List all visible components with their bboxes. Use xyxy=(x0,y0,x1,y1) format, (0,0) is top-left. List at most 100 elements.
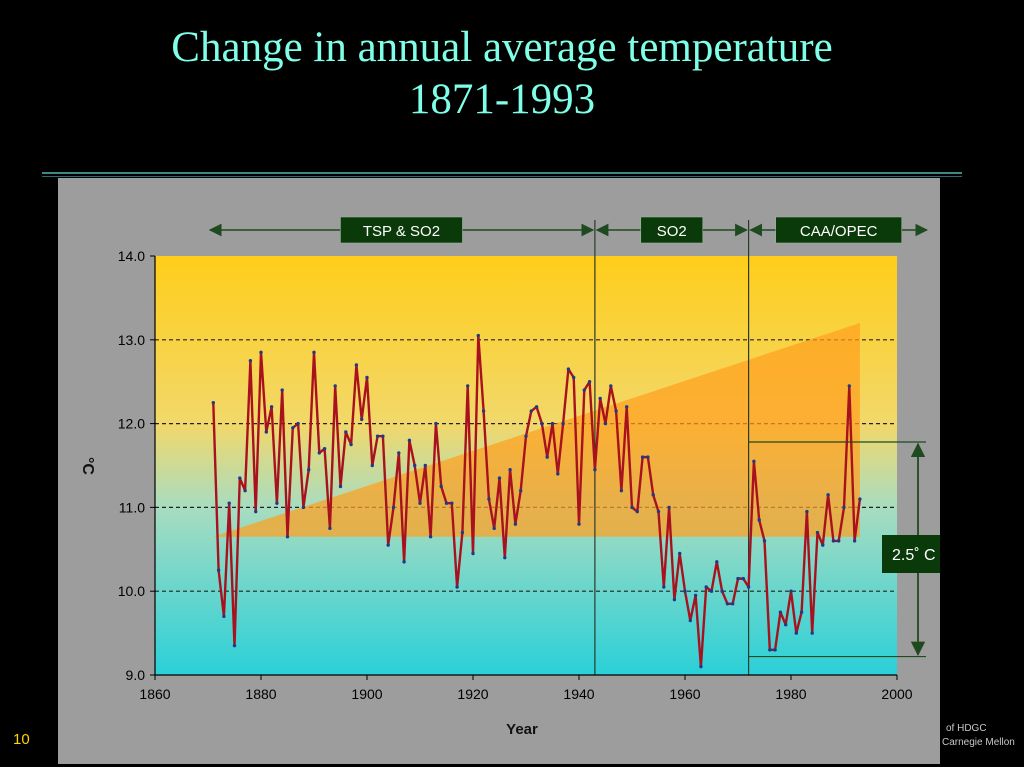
data-point xyxy=(572,375,576,380)
data-point xyxy=(731,602,735,606)
data-point xyxy=(646,455,650,459)
data-point xyxy=(381,434,385,438)
data-point xyxy=(439,484,443,489)
data-point xyxy=(837,539,841,543)
data-point xyxy=(540,421,544,426)
data-point xyxy=(264,430,268,434)
y-axis-label: °C xyxy=(79,457,96,475)
data-point xyxy=(757,518,761,522)
data-point xyxy=(481,409,486,413)
data-point xyxy=(254,509,258,514)
data-point xyxy=(678,551,682,556)
footer-line-2: Carnegie Mellon xyxy=(942,737,1015,748)
data-point xyxy=(736,576,740,581)
data-point xyxy=(328,526,332,531)
y-tick-label: 9.0 xyxy=(126,667,146,683)
x-tick-label: 1900 xyxy=(351,686,382,702)
data-point xyxy=(492,526,496,531)
data-point xyxy=(307,467,311,472)
data-point xyxy=(322,447,327,451)
data-point xyxy=(434,421,438,426)
data-point xyxy=(688,618,692,623)
title-divider xyxy=(42,172,962,174)
data-point xyxy=(375,434,380,438)
data-point xyxy=(450,501,454,505)
data-point xyxy=(386,543,390,547)
data-point xyxy=(831,539,836,543)
data-point xyxy=(455,585,459,589)
data-point xyxy=(444,501,449,505)
data-point xyxy=(497,476,502,480)
period-label: TSP & SO2 xyxy=(363,223,440,240)
data-point xyxy=(360,417,364,422)
data-point xyxy=(460,530,465,535)
data-point xyxy=(344,430,348,434)
data-point xyxy=(275,501,279,505)
data-point xyxy=(603,421,608,426)
data-point xyxy=(810,631,814,635)
data-point xyxy=(487,497,491,501)
data-point xyxy=(704,585,708,589)
data-point xyxy=(789,589,793,593)
y-tick-label: 11.0 xyxy=(119,499,145,515)
data-point xyxy=(524,434,528,438)
period-annotations: TSP & SO2 SO2 CAA/OPEC xyxy=(208,216,929,244)
data-point xyxy=(354,363,359,367)
data-point xyxy=(534,405,539,409)
period-label-box xyxy=(775,216,903,244)
data-point xyxy=(301,505,306,510)
data-point xyxy=(587,380,592,384)
data-point xyxy=(503,555,507,560)
data-point xyxy=(709,589,714,593)
data-point xyxy=(815,530,820,535)
data-point xyxy=(672,597,677,602)
data-point xyxy=(413,463,417,468)
data-point xyxy=(762,539,767,543)
data-point xyxy=(285,535,290,539)
data-point xyxy=(428,535,433,539)
data-point xyxy=(582,388,586,392)
data-point xyxy=(715,560,719,564)
data-point xyxy=(317,451,321,455)
data-point xyxy=(593,467,597,472)
data-point xyxy=(471,551,475,556)
data-point xyxy=(635,509,639,514)
data-point xyxy=(778,610,783,614)
x-tick-label: 1860 xyxy=(139,686,170,702)
data-point xyxy=(784,623,788,627)
data-point xyxy=(259,350,263,355)
data-point xyxy=(805,509,809,514)
footer-text: of HDGC Carnegie Mellon xyxy=(942,722,1022,750)
slide-number: 10 xyxy=(13,731,30,748)
slide-title-line-2: 1871-1993 xyxy=(408,76,596,123)
data-point xyxy=(529,409,533,413)
x-tick-label: 2000 xyxy=(881,686,912,702)
data-point xyxy=(821,543,825,547)
slide-title-line-1: Change in annual average temperature xyxy=(171,24,833,71)
data-point xyxy=(550,421,555,426)
slide-title: Change in annual average temperature 187… xyxy=(0,22,1004,126)
data-point xyxy=(508,467,512,472)
data-point xyxy=(656,509,661,514)
period-label: CAA/OPEC xyxy=(800,223,878,240)
data-point xyxy=(773,648,777,652)
data-point xyxy=(630,505,634,510)
data-point xyxy=(402,560,406,564)
x-tick-label: 1980 xyxy=(775,686,806,702)
data-point xyxy=(269,405,274,409)
data-point xyxy=(248,359,253,363)
data-point xyxy=(476,333,480,338)
trend-triangle xyxy=(213,323,860,537)
range-label: 2.5˚ C xyxy=(892,547,936,564)
data-point xyxy=(349,442,353,447)
period-label-box xyxy=(640,216,704,244)
data-point xyxy=(238,476,242,480)
data-point xyxy=(720,589,724,593)
x-tick-label: 1920 xyxy=(457,686,488,702)
data-point xyxy=(826,493,830,497)
data-point xyxy=(577,522,581,526)
data-point xyxy=(693,593,698,598)
data-point xyxy=(768,648,772,652)
y-tick-label: 14.0 xyxy=(118,248,145,264)
data-point xyxy=(667,505,671,510)
